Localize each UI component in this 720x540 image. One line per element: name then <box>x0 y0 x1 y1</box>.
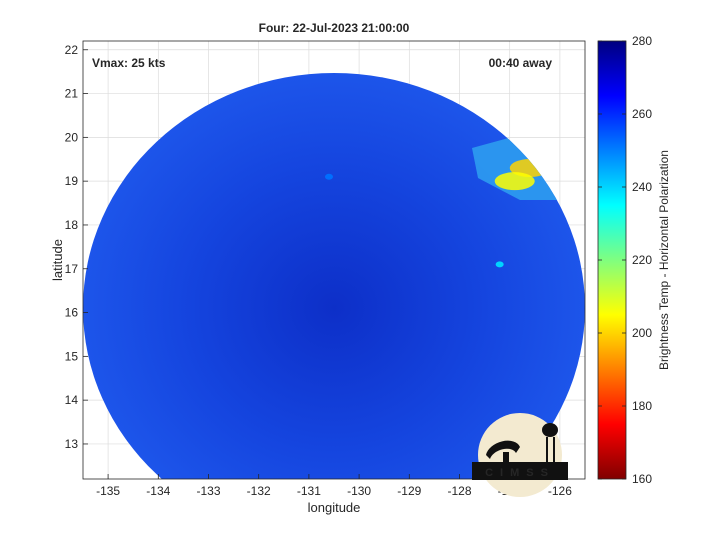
feature-point <box>495 261 504 268</box>
x-tick-label: -128 <box>447 484 471 498</box>
chart-title: Four: 22-Jul-2023 21:00:00 <box>259 21 410 35</box>
colorbar-tick-label: 220 <box>632 253 652 267</box>
y-tick-label: 21 <box>65 87 79 101</box>
time-away-annotation: 00:40 away <box>489 56 553 70</box>
y-tick-label: 17 <box>65 262 79 276</box>
y-axis: 13 14 15 16 17 18 19 20 21 22 <box>65 43 88 451</box>
y-axis-label: latitude <box>50 239 65 281</box>
colorbar-tick-label: 240 <box>632 180 652 194</box>
x-tick-label: -126 <box>548 484 572 498</box>
y-tick-label: 19 <box>65 174 79 188</box>
water-tower-icon <box>542 423 558 437</box>
colorbar-tick-label: 160 <box>632 472 652 486</box>
x-tick-label: -134 <box>146 484 170 498</box>
y-tick-label: 16 <box>65 306 79 320</box>
swath-disc <box>83 73 585 479</box>
x-tick-label: -132 <box>247 484 271 498</box>
colorbar-tick-label: 200 <box>632 326 652 340</box>
cimss-logo: CIMSS <box>472 413 568 497</box>
x-tick-label: -130 <box>347 484 371 498</box>
colorbar-label: Brightness Temp - Horizontal Polarizatio… <box>657 150 671 370</box>
colorbar: 160 180 200 220 240 260 280 Brightness Temp - … <box>597 34 671 486</box>
y-tick-label: 18 <box>65 218 79 232</box>
colorbar-tick-label: 180 <box>632 399 652 413</box>
x-tick-label: -129 <box>397 484 421 498</box>
colorbar-ticks: 160 180 200 220 240 260 280 <box>598 34 652 486</box>
logo-banner <box>472 462 568 480</box>
plot-border <box>82 40 586 480</box>
vmax-annotation: Vmax: 25 kts <box>92 56 166 70</box>
x-tick-label: -133 <box>196 484 220 498</box>
y-tick-label: 14 <box>65 393 79 407</box>
y-tick-label: 20 <box>65 130 79 144</box>
x-axis-label: longitude <box>308 500 361 515</box>
x-tick-label: -135 <box>96 484 120 498</box>
colorbar-tick-label: 280 <box>632 34 652 48</box>
x-tick-label: -131 <box>297 484 321 498</box>
feature-point <box>494 172 535 191</box>
colorbar-tick-label: 260 <box>632 107 652 121</box>
y-tick-label: 15 <box>65 349 79 363</box>
satellite-dish-icon <box>486 440 520 459</box>
logo-text: CIMSS <box>485 467 555 479</box>
y-tick-label: 13 <box>65 437 79 451</box>
y-tick-label: 22 <box>65 43 79 57</box>
x-axis: -135-134-133-132-131-130-129-128-127-126 <box>96 474 572 498</box>
feature-point <box>324 173 333 180</box>
dish-pedestal <box>503 452 509 466</box>
colorbar-gradient <box>597 40 627 480</box>
